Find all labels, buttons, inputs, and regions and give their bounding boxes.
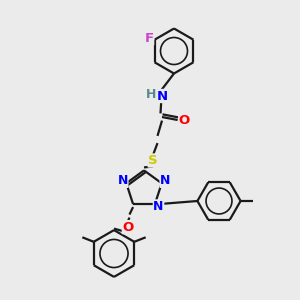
Text: O: O [179, 113, 190, 127]
Text: N: N [160, 174, 170, 188]
Text: S: S [148, 154, 158, 167]
Text: N: N [157, 89, 168, 103]
Text: N: N [153, 200, 164, 213]
Text: H: H [146, 88, 156, 101]
Text: O: O [122, 220, 134, 234]
Text: N: N [118, 174, 128, 188]
Text: F: F [145, 32, 154, 45]
